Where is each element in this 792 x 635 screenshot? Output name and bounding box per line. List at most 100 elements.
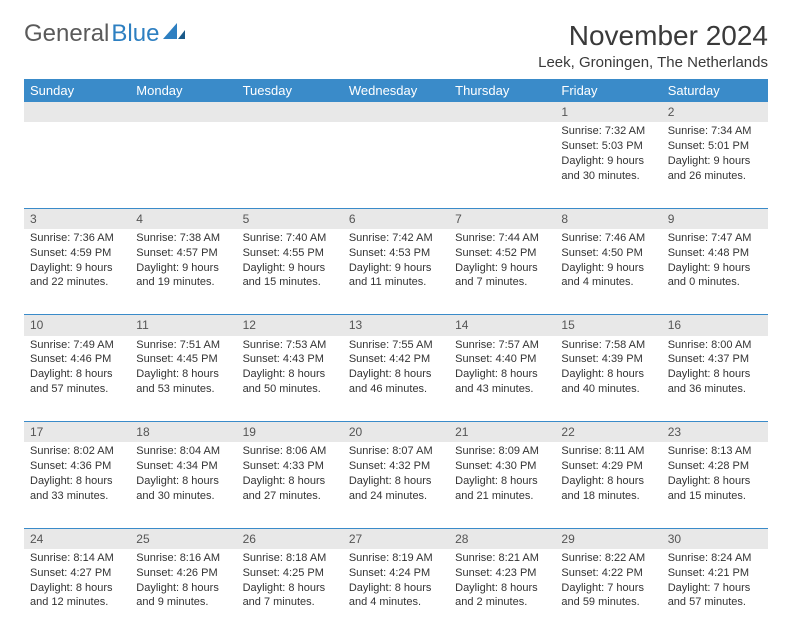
daylight-line: Daylight: 9 hours and 15 minutes. — [243, 261, 337, 291]
sunset-line: Sunset: 4:33 PM — [243, 459, 337, 474]
day-number-cell: 27 — [343, 528, 449, 549]
day-number-cell: 26 — [237, 528, 343, 549]
sunset-line: Sunset: 4:55 PM — [243, 246, 337, 261]
sunrise-line: Sunrise: 8:11 AM — [561, 444, 655, 459]
daylight-line: Daylight: 8 hours and 36 minutes. — [668, 367, 762, 397]
weekday-header: Saturday — [662, 79, 768, 102]
sunset-line: Sunset: 4:59 PM — [30, 246, 124, 261]
daylight-line: Daylight: 8 hours and 24 minutes. — [349, 474, 443, 504]
daylight-line: Daylight: 8 hours and 9 minutes. — [136, 581, 230, 611]
sunrise-line: Sunrise: 7:49 AM — [30, 338, 124, 353]
day-cell: Sunrise: 7:51 AMSunset: 4:45 PMDaylight:… — [130, 336, 236, 422]
sunrise-line: Sunrise: 8:00 AM — [668, 338, 762, 353]
day-number-cell: 1 — [555, 102, 661, 122]
sunset-line: Sunset: 4:57 PM — [136, 246, 230, 261]
daylight-line: Daylight: 8 hours and 30 minutes. — [136, 474, 230, 504]
day-number-cell: 25 — [130, 528, 236, 549]
day-content-row: Sunrise: 8:02 AMSunset: 4:36 PMDaylight:… — [24, 442, 768, 528]
sunset-line: Sunset: 4:45 PM — [136, 352, 230, 367]
sunrise-line: Sunrise: 8:16 AM — [136, 551, 230, 566]
day-number-cell: 13 — [343, 315, 449, 336]
sunset-line: Sunset: 4:34 PM — [136, 459, 230, 474]
daylight-line: Daylight: 8 hours and 53 minutes. — [136, 367, 230, 397]
sunset-line: Sunset: 4:26 PM — [136, 566, 230, 581]
sunset-line: Sunset: 4:22 PM — [561, 566, 655, 581]
daylight-line: Daylight: 9 hours and 26 minutes. — [668, 154, 762, 184]
day-cell: Sunrise: 8:09 AMSunset: 4:30 PMDaylight:… — [449, 442, 555, 528]
day-cell — [130, 122, 236, 208]
daylight-line: Daylight: 9 hours and 11 minutes. — [349, 261, 443, 291]
day-cell — [237, 122, 343, 208]
day-number-cell: 24 — [24, 528, 130, 549]
sunset-line: Sunset: 4:23 PM — [455, 566, 549, 581]
weekday-header-row: SundayMondayTuesdayWednesdayThursdayFrid… — [24, 79, 768, 102]
sunrise-line: Sunrise: 8:18 AM — [243, 551, 337, 566]
day-number-cell: 22 — [555, 422, 661, 443]
day-number-cell: 17 — [24, 422, 130, 443]
sunrise-line: Sunrise: 8:22 AM — [561, 551, 655, 566]
daylight-line: Daylight: 8 hours and 2 minutes. — [455, 581, 549, 611]
day-number-cell: 23 — [662, 422, 768, 443]
sunrise-line: Sunrise: 8:06 AM — [243, 444, 337, 459]
daylight-line: Daylight: 8 hours and 27 minutes. — [243, 474, 337, 504]
sunrise-line: Sunrise: 7:36 AM — [30, 231, 124, 246]
day-number-cell: 18 — [130, 422, 236, 443]
day-cell: Sunrise: 7:47 AMSunset: 4:48 PMDaylight:… — [662, 229, 768, 315]
day-number-cell — [130, 102, 236, 122]
sunset-line: Sunset: 4:42 PM — [349, 352, 443, 367]
sunset-line: Sunset: 4:50 PM — [561, 246, 655, 261]
sunrise-line: Sunrise: 8:13 AM — [668, 444, 762, 459]
day-number-cell — [449, 102, 555, 122]
logo-text-general: General — [24, 20, 109, 48]
day-cell: Sunrise: 8:16 AMSunset: 4:26 PMDaylight:… — [130, 549, 236, 635]
day-cell: Sunrise: 7:44 AMSunset: 4:52 PMDaylight:… — [449, 229, 555, 315]
day-cell: Sunrise: 8:06 AMSunset: 4:33 PMDaylight:… — [237, 442, 343, 528]
daylight-line: Daylight: 9 hours and 19 minutes. — [136, 261, 230, 291]
sunrise-line: Sunrise: 8:14 AM — [30, 551, 124, 566]
sunrise-line: Sunrise: 7:38 AM — [136, 231, 230, 246]
daylight-line: Daylight: 8 hours and 21 minutes. — [455, 474, 549, 504]
daylight-line: Daylight: 8 hours and 40 minutes. — [561, 367, 655, 397]
day-cell: Sunrise: 7:40 AMSunset: 4:55 PMDaylight:… — [237, 229, 343, 315]
sunrise-line: Sunrise: 7:34 AM — [668, 124, 762, 139]
sunset-line: Sunset: 4:37 PM — [668, 352, 762, 367]
sunset-line: Sunset: 4:30 PM — [455, 459, 549, 474]
sunrise-line: Sunrise: 7:51 AM — [136, 338, 230, 353]
day-cell: Sunrise: 8:04 AMSunset: 4:34 PMDaylight:… — [130, 442, 236, 528]
sunrise-line: Sunrise: 8:24 AM — [668, 551, 762, 566]
sunrise-line: Sunrise: 8:04 AM — [136, 444, 230, 459]
sunrise-line: Sunrise: 8:07 AM — [349, 444, 443, 459]
daylight-line: Daylight: 9 hours and 4 minutes. — [561, 261, 655, 291]
sunrise-line: Sunrise: 7:55 AM — [349, 338, 443, 353]
day-cell: Sunrise: 7:46 AMSunset: 4:50 PMDaylight:… — [555, 229, 661, 315]
logo-sail-icon — [163, 20, 185, 48]
day-number-cell — [24, 102, 130, 122]
sunset-line: Sunset: 4:36 PM — [30, 459, 124, 474]
day-number-cell: 21 — [449, 422, 555, 443]
day-number-cell: 20 — [343, 422, 449, 443]
day-number-cell: 7 — [449, 208, 555, 229]
day-number-cell: 9 — [662, 208, 768, 229]
sunrise-line: Sunrise: 8:19 AM — [349, 551, 443, 566]
sunrise-line: Sunrise: 7:44 AM — [455, 231, 549, 246]
sunrise-line: Sunrise: 7:58 AM — [561, 338, 655, 353]
sunrise-line: Sunrise: 7:42 AM — [349, 231, 443, 246]
sunrise-line: Sunrise: 7:46 AM — [561, 231, 655, 246]
day-cell: Sunrise: 8:24 AMSunset: 4:21 PMDaylight:… — [662, 549, 768, 635]
sunset-line: Sunset: 4:29 PM — [561, 459, 655, 474]
day-cell: Sunrise: 7:36 AMSunset: 4:59 PMDaylight:… — [24, 229, 130, 315]
sunrise-line: Sunrise: 8:21 AM — [455, 551, 549, 566]
month-title: November 2024 — [538, 20, 768, 52]
daylight-line: Daylight: 9 hours and 7 minutes. — [455, 261, 549, 291]
day-cell — [449, 122, 555, 208]
sunset-line: Sunset: 5:01 PM — [668, 139, 762, 154]
sunset-line: Sunset: 4:46 PM — [30, 352, 124, 367]
day-cell: Sunrise: 8:14 AMSunset: 4:27 PMDaylight:… — [24, 549, 130, 635]
day-cell: Sunrise: 7:57 AMSunset: 4:40 PMDaylight:… — [449, 336, 555, 422]
day-number-cell — [237, 102, 343, 122]
day-number-cell: 14 — [449, 315, 555, 336]
day-cell: Sunrise: 7:53 AMSunset: 4:43 PMDaylight:… — [237, 336, 343, 422]
sunset-line: Sunset: 4:25 PM — [243, 566, 337, 581]
daylight-line: Daylight: 7 hours and 57 minutes. — [668, 581, 762, 611]
daylight-line: Daylight: 8 hours and 46 minutes. — [349, 367, 443, 397]
